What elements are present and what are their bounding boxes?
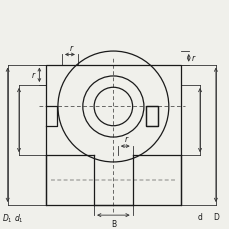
Bar <box>145 107 158 126</box>
Text: r: r <box>69 43 72 52</box>
Text: d: d <box>197 212 202 221</box>
Text: r: r <box>124 135 127 144</box>
Text: $D_1$: $D_1$ <box>2 212 13 224</box>
Bar <box>46 65 180 205</box>
Text: $d_1$: $d_1$ <box>14 212 24 224</box>
Text: D: D <box>212 212 218 221</box>
Text: B: B <box>110 218 115 228</box>
Text: r: r <box>32 71 35 80</box>
Bar <box>145 107 158 126</box>
Text: r: r <box>191 54 194 63</box>
